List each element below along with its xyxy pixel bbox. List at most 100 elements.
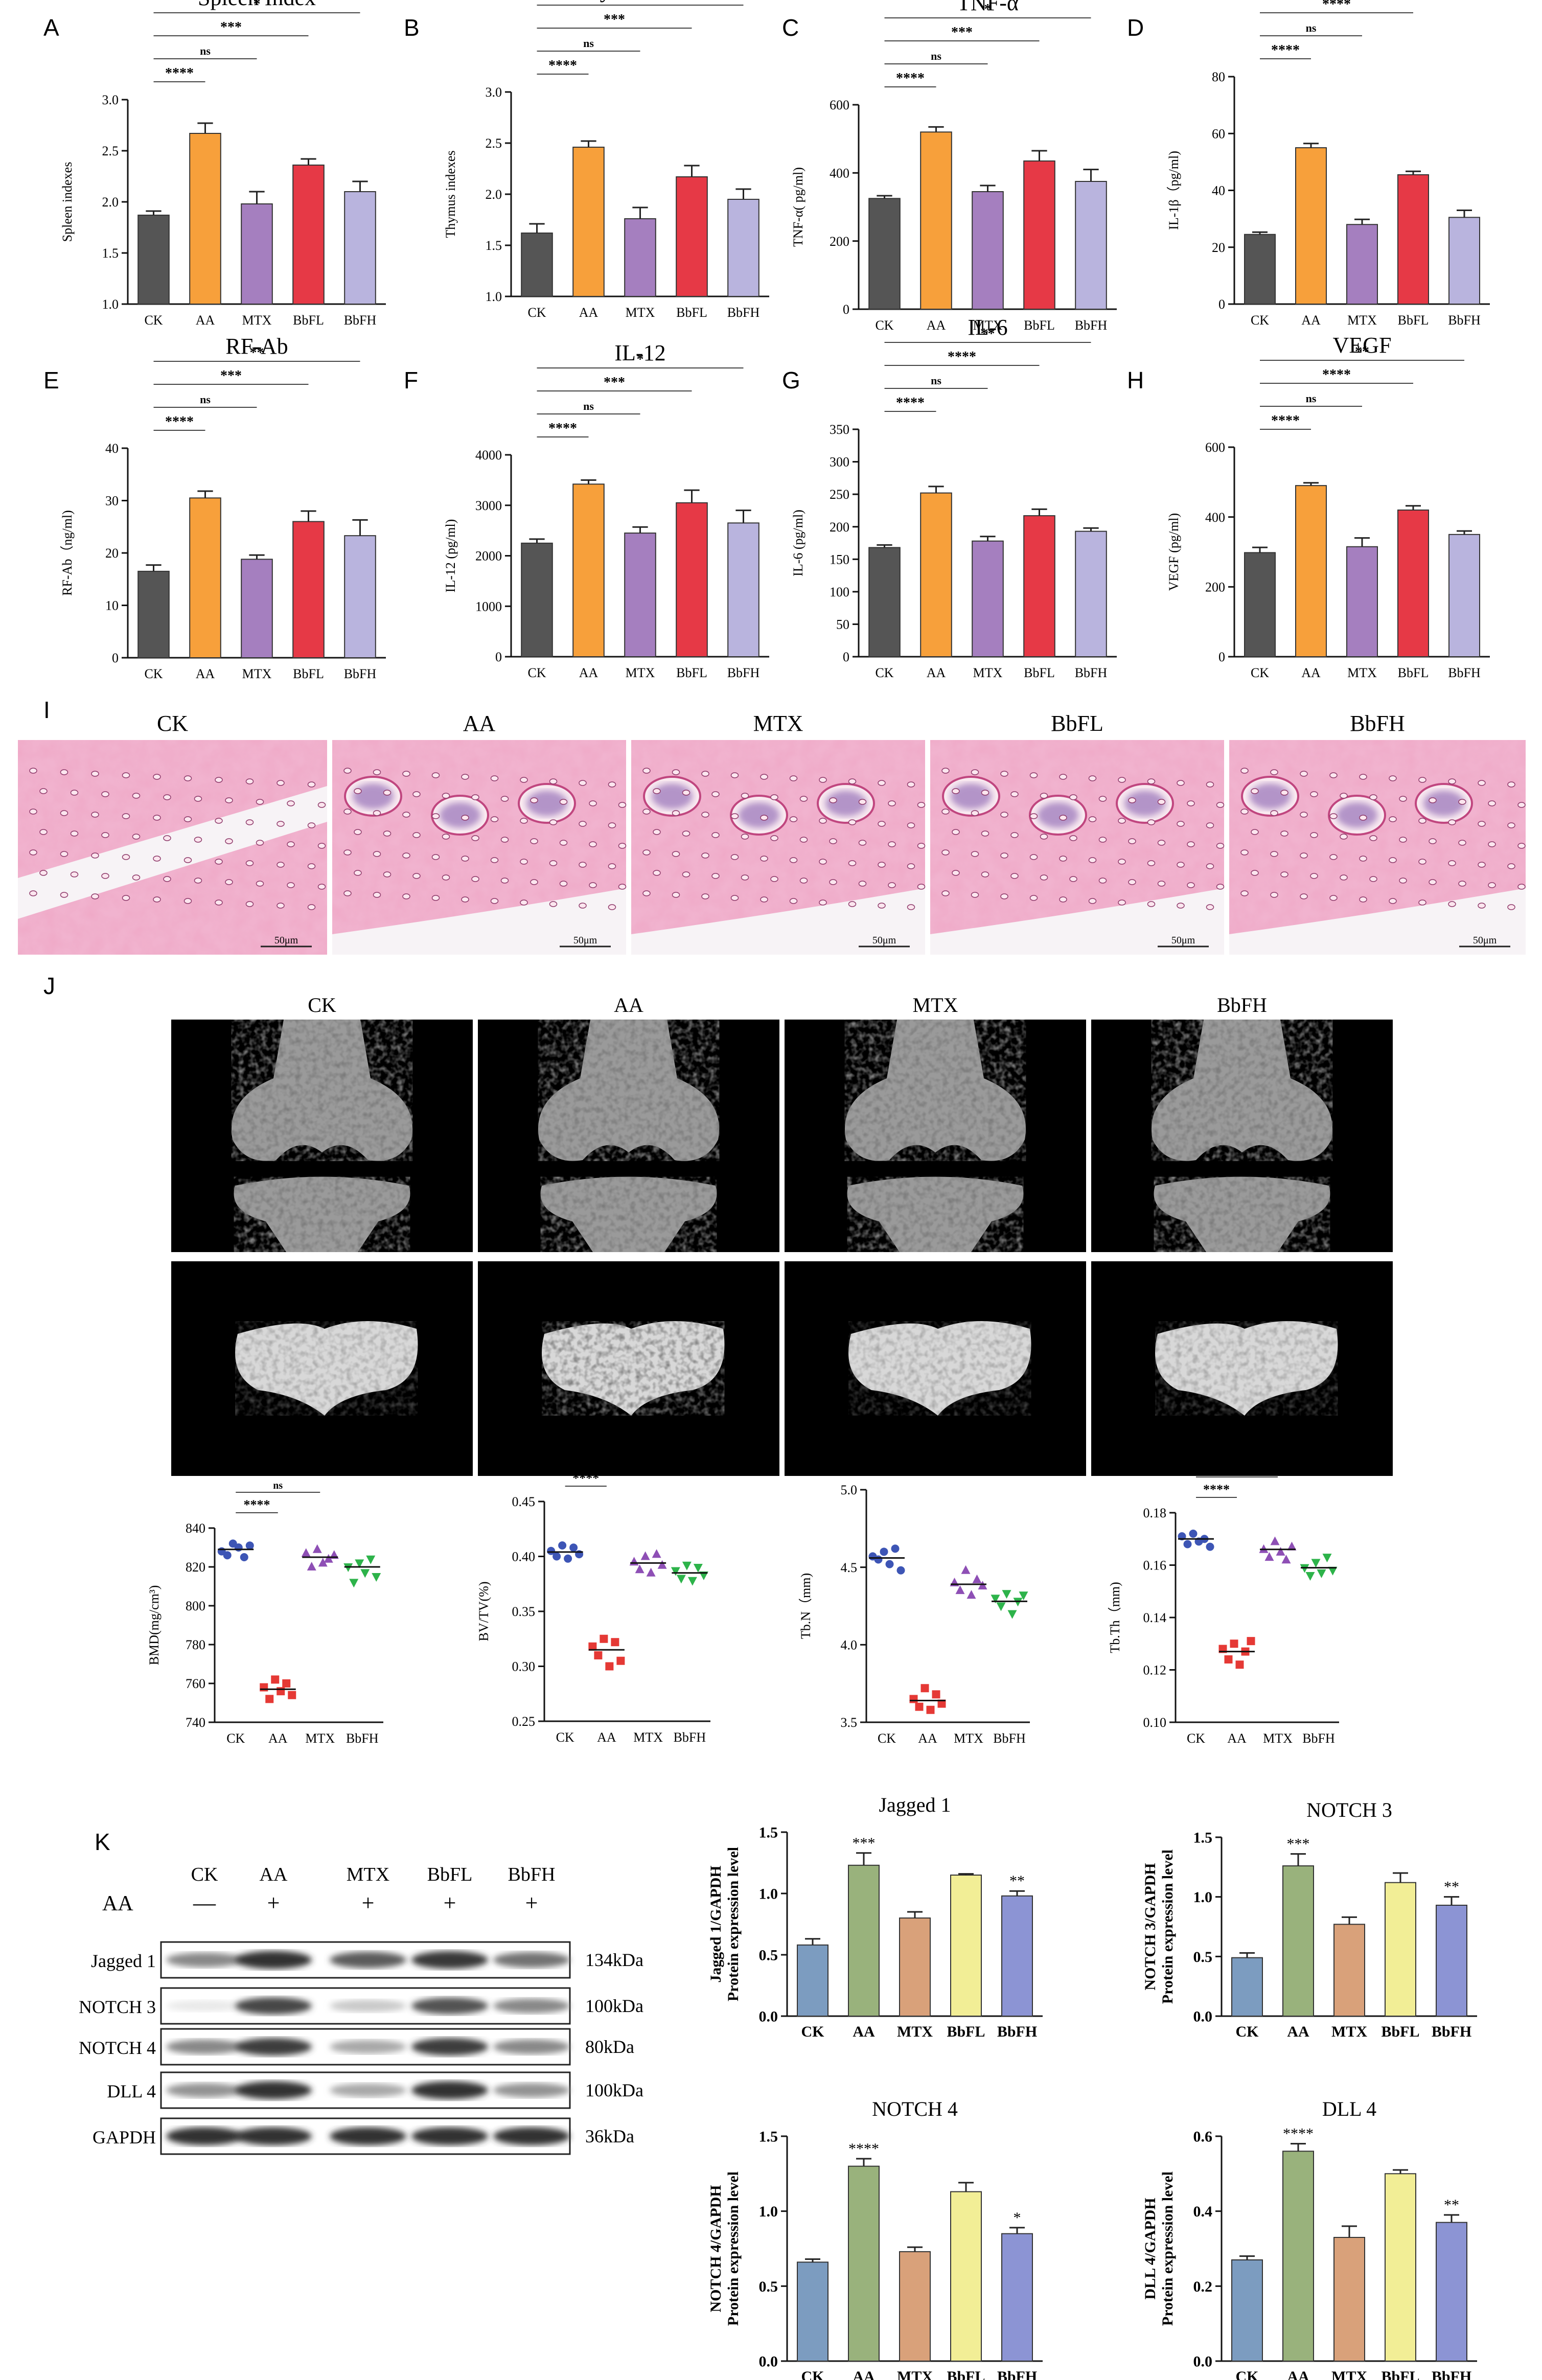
- significance-label: ns: [200, 44, 211, 57]
- point-MTX: [635, 1564, 645, 1574]
- blot-band: [235, 1997, 312, 2015]
- point-AA: [909, 1695, 918, 1703]
- chondrocyte: [1270, 892, 1278, 898]
- chart-E: RF-Ab 0 10 20 30 40 RF-Ab（ng/ml) CK AA MTX BbFL BbF…: [60, 334, 386, 681]
- bar-CK: [797, 2261, 828, 2362]
- y-tick-label: 0.4: [1193, 2203, 1213, 2220]
- blot-protein-label: NOTCH 3: [79, 1997, 156, 2017]
- y-axis-label-line: Protein expression level: [1159, 1850, 1176, 2004]
- y-axis-label-line: IL-1β（pg/ml): [1166, 151, 1181, 230]
- bar-BbFH: [1075, 181, 1107, 310]
- chondrocyte: [1270, 851, 1278, 857]
- chondrocyte: [520, 859, 528, 865]
- y-axis-label: IL-12 (pg/ml): [443, 519, 458, 593]
- chondrocyte: [642, 849, 651, 856]
- significance-star: ****: [1283, 2125, 1314, 2142]
- x-tick-label: AA: [1301, 313, 1321, 328]
- inflammatory-cells: [353, 783, 394, 809]
- chondrocyte: [412, 832, 421, 838]
- y-tick-label: 0: [1218, 297, 1225, 312]
- chondrocyte: [907, 781, 915, 788]
- chondrocyte: [549, 860, 558, 866]
- point-BbFH: [671, 1567, 680, 1576]
- y-tick-label: 0.35: [512, 1604, 536, 1619]
- significance-label: ns: [931, 50, 941, 62]
- x-tick-label: CK: [1187, 1731, 1205, 1746]
- chondrocyte: [1448, 778, 1456, 784]
- point-MTX: [301, 1548, 311, 1557]
- chart-title: DLL 4: [1322, 2097, 1376, 2120]
- aa-sign: +: [267, 1890, 280, 1915]
- chondrocyte: [1118, 899, 1126, 906]
- chondrocyte: [1059, 896, 1067, 903]
- chondrocyte: [29, 890, 37, 896]
- bar-MTX: [899, 2251, 931, 2362]
- chondrocyte: [1418, 818, 1426, 824]
- chondrocyte: [1147, 860, 1156, 866]
- chondrocyte: [373, 851, 381, 857]
- chondrocyte: [29, 768, 37, 774]
- chondrocyte: [91, 771, 99, 777]
- y-axis-label: RF-Ab（ng/ml): [60, 510, 75, 596]
- bar-CK: [797, 1944, 828, 2017]
- point-AA: [611, 1638, 619, 1647]
- histology-label-BbFH: BbFH: [1350, 711, 1405, 736]
- chondrocyte: [442, 834, 450, 840]
- chondrocyte: [1098, 837, 1107, 843]
- chondrocyte: [431, 813, 440, 819]
- histology-label-AA: AA: [463, 711, 496, 736]
- y-axis-label-line: Tb.Th（mm): [1108, 1582, 1122, 1653]
- chondrocyte: [225, 879, 233, 885]
- chondrocyte: [530, 879, 538, 885]
- blot-strip-GAPDH: [160, 2117, 571, 2155]
- chondrocyte: [1300, 893, 1308, 899]
- chondrocyte: [194, 877, 202, 884]
- bar-MTX: [1333, 2237, 1365, 2362]
- trabecular-texture: [1151, 1020, 1333, 1161]
- chondrocyte: [1118, 818, 1126, 824]
- chondrocyte: [215, 818, 223, 824]
- inflammatory-cells: [825, 791, 866, 816]
- chart-title: IL-12: [614, 340, 665, 365]
- chondrocyte: [1059, 815, 1067, 821]
- x-tick-label: BbFH: [993, 1731, 1026, 1746]
- blot-band: [235, 2038, 312, 2056]
- y-tick-label: 2000: [475, 549, 502, 564]
- bar-BbFL: [676, 502, 708, 657]
- chondrocyte: [1399, 837, 1407, 843]
- chondrocyte: [1216, 843, 1225, 849]
- chondrocyte: [848, 778, 857, 784]
- x-tick-label: MTX: [1263, 1731, 1293, 1746]
- significance-label: ns: [1306, 21, 1317, 34]
- chondrocyte: [153, 856, 161, 862]
- trabecular-texture: [231, 1020, 413, 1161]
- y-tick-label: 40: [105, 441, 119, 456]
- chondrocyte: [60, 810, 68, 816]
- point-MTX: [646, 1567, 656, 1577]
- point-MTX: [312, 1544, 322, 1553]
- x-tick-label: BbFL: [1024, 318, 1055, 333]
- chondrocyte: [1177, 862, 1185, 868]
- point-MTX: [961, 1565, 971, 1574]
- point-AA: [605, 1662, 614, 1671]
- blot-band: [411, 2127, 488, 2145]
- point-BbFH: [1019, 1591, 1028, 1601]
- chondrocyte: [711, 873, 720, 879]
- charts-layer: Spleen Index 1.0 1.5 2.0 2.5 3.0 Spleen indexe…: [60, 0, 1490, 2380]
- chondrocyte: [1458, 881, 1466, 887]
- significance-label: ns: [583, 37, 594, 50]
- x-tick-label: BbFL: [947, 2023, 985, 2040]
- histology-image-MTX: 50μm: [631, 740, 926, 955]
- chondrocyte: [1369, 794, 1377, 800]
- chondrocyte: [1147, 819, 1156, 825]
- y-tick-label: 250: [830, 487, 849, 502]
- point-MTX: [966, 1590, 976, 1599]
- chondrocyte: [952, 870, 960, 876]
- chondrocyte: [1418, 899, 1426, 906]
- chondrocyte: [1448, 901, 1456, 907]
- point-MTX: [652, 1549, 661, 1558]
- chondrocyte: [760, 815, 768, 821]
- x-tick-label: AA: [196, 666, 215, 681]
- blot-protein-label: GAPDH: [93, 2127, 156, 2147]
- y-tick-label: 0.6: [1193, 2129, 1213, 2145]
